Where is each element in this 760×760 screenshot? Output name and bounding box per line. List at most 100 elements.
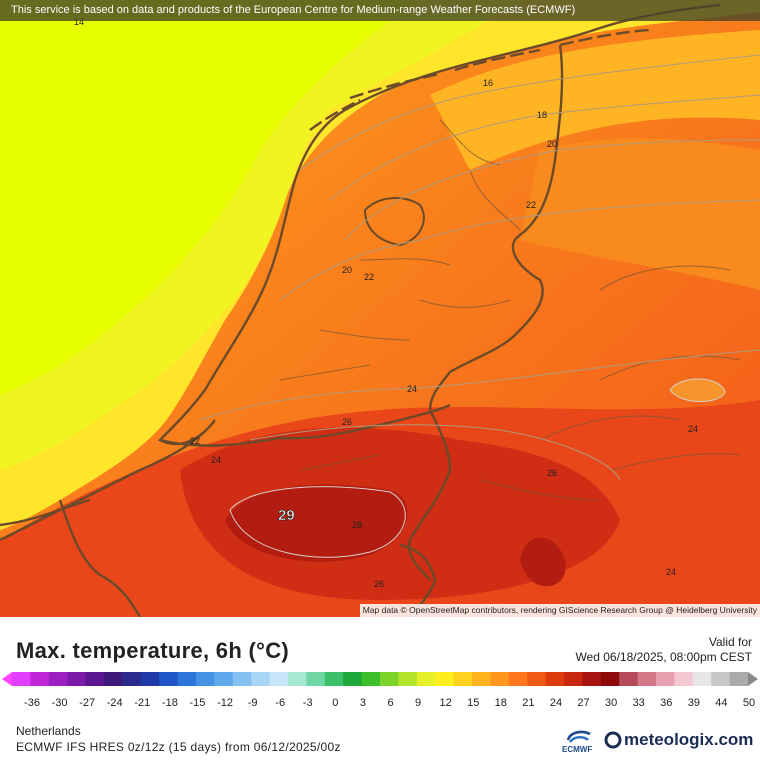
color-scale-swatch [416,672,436,686]
color-scale-high-arrow-icon [748,672,758,686]
color-scale-tick-label: 3 [360,697,366,709]
ecmwf-notice: This service is based on data and produc… [0,0,760,21]
map-attribution: Map data © OpenStreetMap contributors, r… [359,604,760,617]
color-scale: -36 -30 -27 -24 -21 -18 -15 -12 -9 -6 -3 0 3 6 9 12 15 18… [2,672,758,709]
contour-label-16: 16 [483,78,493,88]
meteologix-brand[interactable]: meteologix.com [624,730,754,749]
color-scale-swatch [380,672,399,686]
isotherm-22 [279,199,760,301]
isotherm-20 [344,139,760,241]
color-scale-swatch [214,672,234,686]
temp-cool-spot [670,378,725,402]
contour-label-20: 20 [547,139,557,149]
temp-band-22 [520,138,760,290]
color-scale-swatch [435,672,455,686]
border-nl-de [407,44,564,581]
color-scale-tick-label: 33 [633,697,645,709]
color-scale-swatch [656,672,675,686]
color-scale-swatch [398,672,418,686]
contour-label-24c: 24 [688,424,698,434]
color-scale-tick-label: 0 [332,697,338,709]
model-info[interactable]: ECMWF IFS HRES 0z/12z (15 days) from 06/… [16,740,341,754]
color-scale-swatch [196,672,215,686]
color-scale-swatch [564,672,583,686]
meteologix-logo-icon [604,731,622,749]
color-scale-swatch [30,672,50,686]
color-scale-swatch [508,672,528,686]
color-scale-tick-label: -36 [24,697,40,709]
color-scale-swatch [232,672,252,686]
max-temperature-label: 29 [278,507,295,524]
color-scale-swatch [361,672,381,686]
color-scale-swatch [472,672,491,686]
contour-label-24d: 24 [666,567,676,577]
color-scale-tick-label: -9 [248,697,258,709]
contour-label-24: 24 [407,384,417,394]
color-scale-swatch [269,672,289,686]
color-scale-tick-label: 36 [660,697,672,709]
color-scale-swatch [122,672,142,686]
color-scale-tick-label: -15 [190,697,206,709]
temperature-map[interactable]: 14 16 18 20 22 20 22 24 22 24 26 26 28 2… [0,0,760,617]
color-scale-tick-label: 27 [577,697,589,709]
color-scale-swatch [453,672,473,686]
ijsselmeer-shore [363,197,425,247]
contour-label-14: 14 [74,17,84,27]
temp-band-28 [225,484,408,562]
temp-band-20 [430,30,760,170]
color-scale-tick-label: 9 [415,697,421,709]
color-scale-tick-label: -27 [79,697,95,709]
color-scale-tick-label: -24 [107,697,123,709]
color-scale-tick-label: -30 [52,697,68,709]
color-scale-swatch [288,672,307,686]
color-scale-swatch [12,672,31,686]
color-scale-tick-label: 12 [440,697,452,709]
sea-band-14 [0,0,420,395]
color-scale-tick-label: 18 [495,697,507,709]
contour-label-20b: 20 [342,265,352,275]
color-scale-swatch [692,672,712,686]
isotherm-16 [299,54,760,171]
color-scale-swatch [619,672,639,686]
color-scale-swatch [490,672,510,686]
color-scale-tick-label: -18 [162,697,178,709]
color-scale-tick-label: 30 [605,697,617,709]
border-nl-be [159,403,451,447]
border-be-fr [0,498,142,617]
color-scale-swatch [545,672,565,686]
contour-label-26b: 26 [547,468,557,478]
color-scale-tick-label: -21 [134,697,150,709]
contour-label-28: 28 [352,520,362,530]
contour-label-26: 26 [342,417,352,427]
color-scale-tick-label: -6 [275,697,285,709]
isotherm-24-closed [669,378,726,402]
contour-label-22: 22 [526,200,536,210]
contour-label-18: 18 [537,110,547,120]
province-borders [279,119,741,501]
color-scale-swatch [600,672,620,686]
color-scale-tick-label: -12 [217,697,233,709]
color-scale-tick-label: 21 [522,697,534,709]
valid-date[interactable]: Wed 06/18/2025, 08:00pm CEST [575,650,752,664]
color-scale-swatch [177,672,197,686]
coastline [0,3,721,542]
color-scale-swatch [343,672,363,686]
color-scale-swatch [527,672,547,686]
contour-label-26c: 26 [374,579,384,589]
color-scale-tick-label: -3 [303,697,313,709]
temp-band-28b [520,537,566,587]
color-scale-tick-label: 50 [743,697,755,709]
isotherm-28 [229,486,406,558]
color-scale-swatch [251,672,271,686]
contour-label-22b: 22 [364,272,374,282]
color-scale-swatch [104,672,123,686]
color-scale-swatch [159,672,179,686]
contour-label-24b: 24 [211,455,221,465]
color-scale-swatch [48,672,68,686]
color-scale-swatch [711,672,731,686]
ecmwf-logo-icon[interactable] [560,726,600,756]
color-scale-swatch [637,672,657,686]
page-title: Max. temperature, 6h (°C) [16,638,290,663]
isotherm-24 [199,349,760,421]
ecmwf-logo-text: ECMWF [562,745,593,754]
